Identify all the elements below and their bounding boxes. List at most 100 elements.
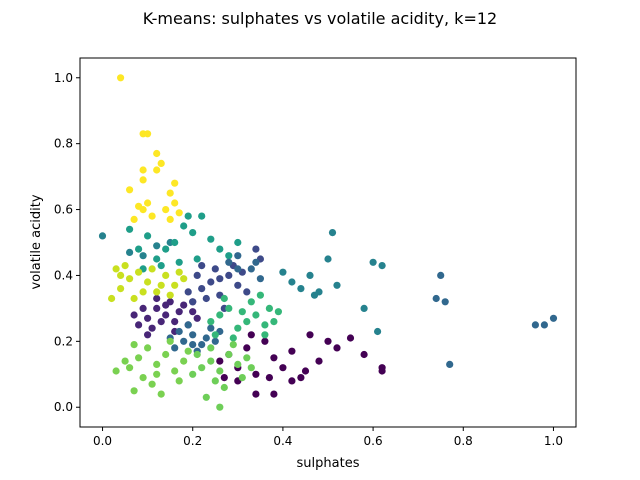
scatter-point-cluster-1 (193, 314, 201, 322)
scatter-point-cluster-9 (117, 74, 125, 82)
scatter-point-cluster-10 (166, 291, 174, 299)
scatter-point-cluster-9 (126, 186, 134, 194)
scatter-point-cluster-8 (126, 364, 134, 372)
scatter-point-cluster-4 (374, 327, 382, 336)
scatter-point-cluster-3 (189, 341, 197, 349)
scatter-point-cluster-5 (234, 238, 242, 247)
x-tick-label: 1.0 (544, 434, 563, 448)
scatter-point-cluster-7 (238, 374, 246, 382)
scatter-point-cluster-6 (207, 318, 215, 326)
scatter-point-cluster-5 (162, 245, 170, 253)
scatter-point-cluster-2 (216, 275, 224, 283)
scatter-point-cluster-4 (288, 278, 296, 286)
scatter-point-cluster-2 (198, 285, 206, 293)
y-tick-label: 1.0 (54, 71, 73, 85)
scatter-point-cluster-0 (346, 334, 355, 342)
scatter-point-cluster-8 (130, 341, 138, 349)
scatter-point-cluster-9 (135, 202, 143, 210)
scatter-point-cluster-9 (166, 189, 174, 197)
scatter-point-cluster-5 (207, 235, 215, 243)
scatter-point-cluster-4 (360, 304, 368, 312)
scatter-point-cluster-6 (238, 308, 246, 316)
scatter-point-cluster-0 (270, 354, 278, 362)
scatter-point-cluster-11 (256, 275, 264, 283)
scatter-point-cluster-6 (270, 318, 278, 326)
scatter-point-cluster-2 (193, 271, 201, 279)
scatter-point-cluster-7 (243, 354, 251, 362)
scatter-point-cluster-8 (157, 390, 165, 398)
plot-points (98, 74, 558, 411)
scatter-point-cluster-8 (153, 360, 161, 368)
scatter-point-cluster-5 (153, 255, 161, 263)
scatter-point-cluster-0 (333, 344, 341, 352)
scatter-point-cluster-0 (288, 347, 296, 355)
scatter-point-cluster-10 (130, 294, 138, 303)
scatter-point-cluster-4 (310, 291, 319, 299)
scatter-point-cluster-10 (117, 285, 125, 293)
scatter-point-cluster-7 (193, 350, 201, 359)
scatter-point-cluster-9 (166, 215, 174, 223)
scatter-point-cluster-2 (211, 265, 219, 273)
scatter-point-cluster-1 (153, 294, 161, 303)
scatter-point-cluster-7 (207, 344, 215, 352)
scatter-point-cluster-10 (144, 278, 152, 286)
scatter-point-cluster-8 (130, 387, 138, 395)
scatter-point-cluster-5 (180, 222, 188, 230)
scatter-point-cluster-9 (144, 130, 152, 138)
scatter-point-cluster-5 (126, 225, 134, 233)
scatter-point-cluster-2 (225, 271, 233, 279)
scatter-point-cluster-9 (171, 199, 179, 207)
scatter-point-cluster-9 (148, 212, 156, 220)
scatter-point-cluster-0 (220, 374, 228, 382)
scatter-point-cluster-3 (180, 337, 188, 345)
scatter-point-cluster-6 (261, 331, 269, 339)
scatter-point-cluster-7 (198, 364, 206, 372)
scatter-point-cluster-0 (315, 357, 323, 365)
scatter-point-cluster-6 (229, 334, 237, 342)
plot-frame (79, 57, 577, 428)
scatter-point-cluster-4 (306, 271, 314, 279)
scatter-point-cluster-3 (540, 321, 549, 329)
scatter-point-cluster-5 (193, 255, 201, 263)
scatter-point-cluster-11 (234, 252, 242, 260)
scatter-point-cluster-4 (333, 281, 341, 289)
scatter-point-cluster-1 (180, 301, 188, 309)
scatter-point-cluster-4 (369, 258, 377, 266)
scatter-point-cluster-6 (211, 331, 219, 339)
scatter-point-cluster-7 (216, 367, 224, 375)
scatter-point-cluster-3 (211, 337, 219, 345)
scatter-point-cluster-1 (175, 308, 183, 316)
x-tick-label: 0.0 (93, 434, 112, 448)
scatter-point-cluster-8 (139, 374, 147, 382)
scatter-point-cluster-4 (139, 252, 147, 260)
scatter-point-cluster-3 (441, 298, 449, 306)
scatter-point-cluster-4 (328, 229, 337, 237)
scatter-point-cluster-9 (139, 176, 147, 184)
scatter-point-cluster-0 (265, 374, 273, 382)
scatter-point-cluster-2 (243, 288, 251, 296)
scatter-point-cluster-1 (135, 321, 143, 329)
scatter-point-cluster-10 (121, 262, 129, 270)
scatter-point-cluster-1 (162, 301, 170, 309)
scatter-point-cluster-11 (247, 265, 255, 273)
scatter-point-cluster-3 (531, 321, 540, 329)
y-tick-label: 0.0 (54, 400, 73, 414)
scatter-point-cluster-10 (135, 268, 143, 276)
y-tick-label: 0.2 (54, 334, 73, 348)
scatter-point-cluster-1 (189, 308, 197, 316)
scatter-point-cluster-1 (144, 331, 152, 339)
scatter-point-cluster-1 (153, 304, 161, 312)
scatter-point-cluster-6 (265, 304, 273, 312)
scatter-point-cluster-1 (148, 324, 156, 332)
scatter-point-cluster-8 (135, 354, 143, 362)
scatter-point-cluster-9 (144, 199, 152, 207)
scatter-point-cluster-10 (108, 294, 116, 303)
scatter-point-cluster-10 (157, 281, 165, 289)
scatter-point-cluster-11 (234, 265, 242, 273)
scatter-point-cluster-5 (175, 258, 183, 266)
scatter-point-cluster-3 (175, 327, 183, 336)
scatter-point-cluster-4 (153, 242, 161, 250)
scatter-point-cluster-11 (225, 258, 233, 266)
scatter-point-cluster-8 (175, 377, 183, 385)
scatter-point-cluster-8 (180, 357, 188, 365)
